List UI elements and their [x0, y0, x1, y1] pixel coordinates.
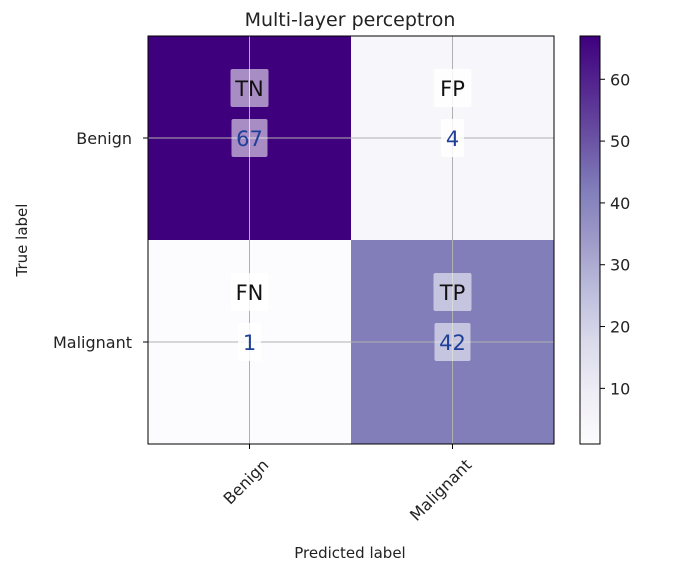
colorbar-tick-label: 50: [610, 132, 630, 151]
cell-tag-box: [433, 273, 472, 311]
cell-tag-label: FN: [236, 281, 264, 305]
cell-value-label: 42: [439, 331, 466, 355]
cell-value-box: [434, 323, 471, 361]
y-axis-label: True label: [13, 204, 31, 278]
y-tick-label: Benign: [76, 129, 132, 148]
chart-title: Multi-layer perceptron: [245, 9, 456, 31]
cell-value-box: [441, 119, 464, 157]
cell-tag-box: [433, 69, 472, 107]
cell-value-label: 67: [236, 127, 263, 151]
colorbar-tick-label: 20: [610, 318, 630, 337]
plot-frame: [147, 35, 555, 445]
cell-tag-label: FP: [440, 77, 465, 101]
colorbar-tick-label: 30: [610, 256, 630, 275]
x-tick-label: Benign: [220, 455, 273, 508]
colorbar: [579, 35, 601, 445]
cell-tag-box: [230, 69, 269, 107]
cell-value-label: 4: [446, 127, 459, 151]
cell-labels: TN 67 FP 4 FN 1 TP 42: [230, 69, 472, 361]
y-tick-label: Malignant: [53, 333, 132, 352]
cell-tag-box: [230, 273, 269, 311]
cell-value-box: [238, 323, 261, 361]
colorbar-tick-label: 10: [610, 379, 630, 398]
heatmap-cells: [148, 36, 554, 444]
colorbar-tick-label: 40: [610, 194, 630, 213]
x-axis-label: Predicted label: [294, 544, 405, 562]
x-tick-label: Malignant: [406, 455, 475, 524]
cell-value-box: [231, 119, 268, 157]
cell-tag-label: TP: [439, 281, 466, 305]
cell-value-label: 1: [243, 331, 256, 355]
cell-tag-label: TN: [234, 77, 264, 101]
colorbar-ticks: 10 20 30 40 50 60: [600, 70, 630, 398]
colorbar-tick-label: 60: [610, 70, 630, 89]
